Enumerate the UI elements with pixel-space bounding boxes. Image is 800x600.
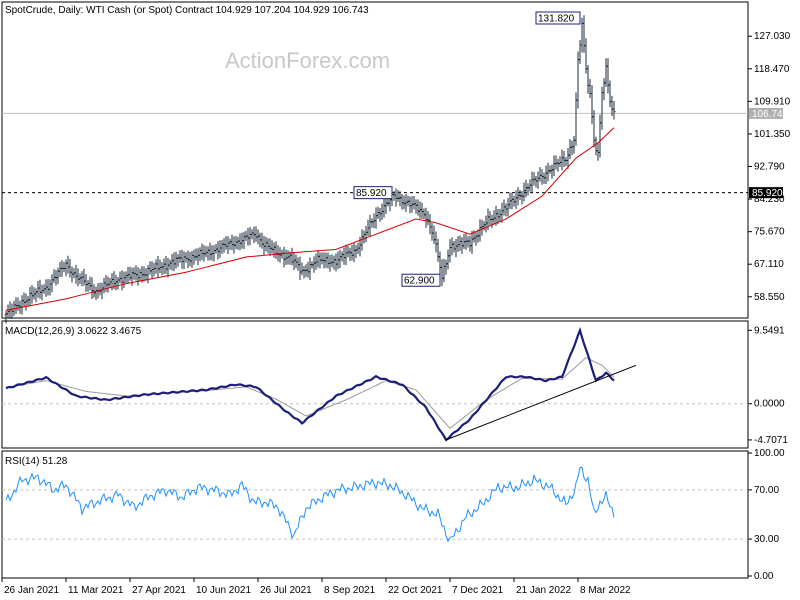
macd-y-ticks: 9.5491 0.0000 -4.7071 bbox=[748, 325, 788, 446]
x-tick-label: 7 Dec 2021 bbox=[452, 585, 504, 596]
current-price-tag: 106.743 bbox=[749, 107, 789, 120]
x-tick-label: 26 Jul 2021 bbox=[260, 585, 312, 596]
price-panel: ActionForex.com SpotCrude, Daily: WTI Ca… bbox=[1, 1, 791, 324]
annotation-label: 85.920 bbox=[356, 188, 387, 199]
price-annotation: 85.920 bbox=[353, 186, 393, 200]
rsi-y-tick-label: 100.00 bbox=[754, 448, 785, 459]
annotation-label: 62.900 bbox=[404, 276, 435, 287]
rsi-y-tick-label: 30.00 bbox=[754, 534, 779, 545]
rsi-y-ticks: 100.00 70.00 30.00 0.00 bbox=[2, 448, 785, 582]
price-y-tick-label: 127.030 bbox=[754, 31, 791, 42]
svg-text:106.743: 106.743 bbox=[752, 109, 789, 120]
x-tick-label: 26 Jan 2021 bbox=[4, 585, 59, 596]
macd-trendline bbox=[445, 364, 637, 441]
price-y-tick-label: 67.110 bbox=[754, 259, 784, 270]
price-y-tick-label: 118.470 bbox=[754, 64, 790, 75]
price-y-ticks: 58.550 67.110 75.670 84.230 92.790 101.350 109… bbox=[748, 31, 791, 303]
x-axis-ticks: 26 Jan 2021 11 Mar 2021 27 Apr 2021 10 Jun … bbox=[1, 578, 631, 596]
x-tick-label: 8 Mar 2022 bbox=[580, 585, 631, 596]
price-panel-border bbox=[1, 1, 749, 319]
rsi-panel-border bbox=[1, 450, 749, 579]
macd-title: MACD(12,26,9) 3.0622 3.4675 bbox=[5, 326, 142, 337]
price-annotations: 131.820 85.920 62.900 bbox=[353, 11, 581, 287]
macd-y-tick-label: 9.5491 bbox=[754, 325, 785, 336]
rsi-line bbox=[5, 466, 615, 543]
macd-y-tick-label: 0.0000 bbox=[754, 399, 785, 410]
price-annotation: 62.900 bbox=[401, 273, 441, 287]
macd-y-tick-label: -4.7071 bbox=[754, 435, 788, 446]
x-tick-label: 27 Apr 2021 bbox=[132, 585, 186, 596]
macd-line bbox=[5, 326, 615, 442]
x-tick-label: 8 Sep 2021 bbox=[324, 585, 376, 596]
price-y-tick-label: 75.670 bbox=[754, 227, 785, 238]
x-tick-label: 21 Jan 2022 bbox=[516, 585, 571, 596]
macd-panel: MACD(12,26,9) 3.0622 3.4675 9.5491 0.0000… bbox=[1, 320, 788, 449]
price-y-tick-label: 92.790 bbox=[754, 162, 785, 173]
macd-panel-border bbox=[1, 320, 749, 449]
rsi-y-tick-label: 70.00 bbox=[754, 485, 779, 496]
x-tick-label: 10 Jun 2021 bbox=[196, 585, 251, 596]
rsi-panel: RSI(14) 51.28 100.00 70.00 30.00 0.00 bbox=[1, 448, 785, 582]
macd-signal-line bbox=[5, 357, 615, 429]
price-y-tick-label: 109.910 bbox=[754, 96, 791, 107]
price-y-tick-label: 84.230 bbox=[754, 194, 785, 205]
watermark: ActionForex.com bbox=[225, 48, 390, 73]
price-bar bbox=[612, 100, 616, 120]
resistance-price-tag: 85.920 bbox=[749, 187, 783, 199]
rsi-y-tick-label: 0.00 bbox=[754, 571, 774, 582]
price-y-tick-label: 58.550 bbox=[754, 292, 785, 303]
price-y-tick-label: 101.350 bbox=[754, 129, 791, 140]
svg-text:85.920: 85.920 bbox=[752, 188, 783, 199]
annotation-label: 131.820 bbox=[538, 14, 575, 25]
moving-average-line bbox=[5, 127, 615, 311]
price-annotation: 131.820 bbox=[535, 11, 581, 25]
price-title: SpotCrude, Daily: WTI Cash (or Spot) Con… bbox=[5, 5, 369, 16]
rsi-title: RSI(14) 51.28 bbox=[5, 456, 68, 467]
x-tick-label: 11 Mar 2021 bbox=[68, 585, 124, 596]
x-tick-label: 22 Oct 2021 bbox=[388, 585, 443, 596]
